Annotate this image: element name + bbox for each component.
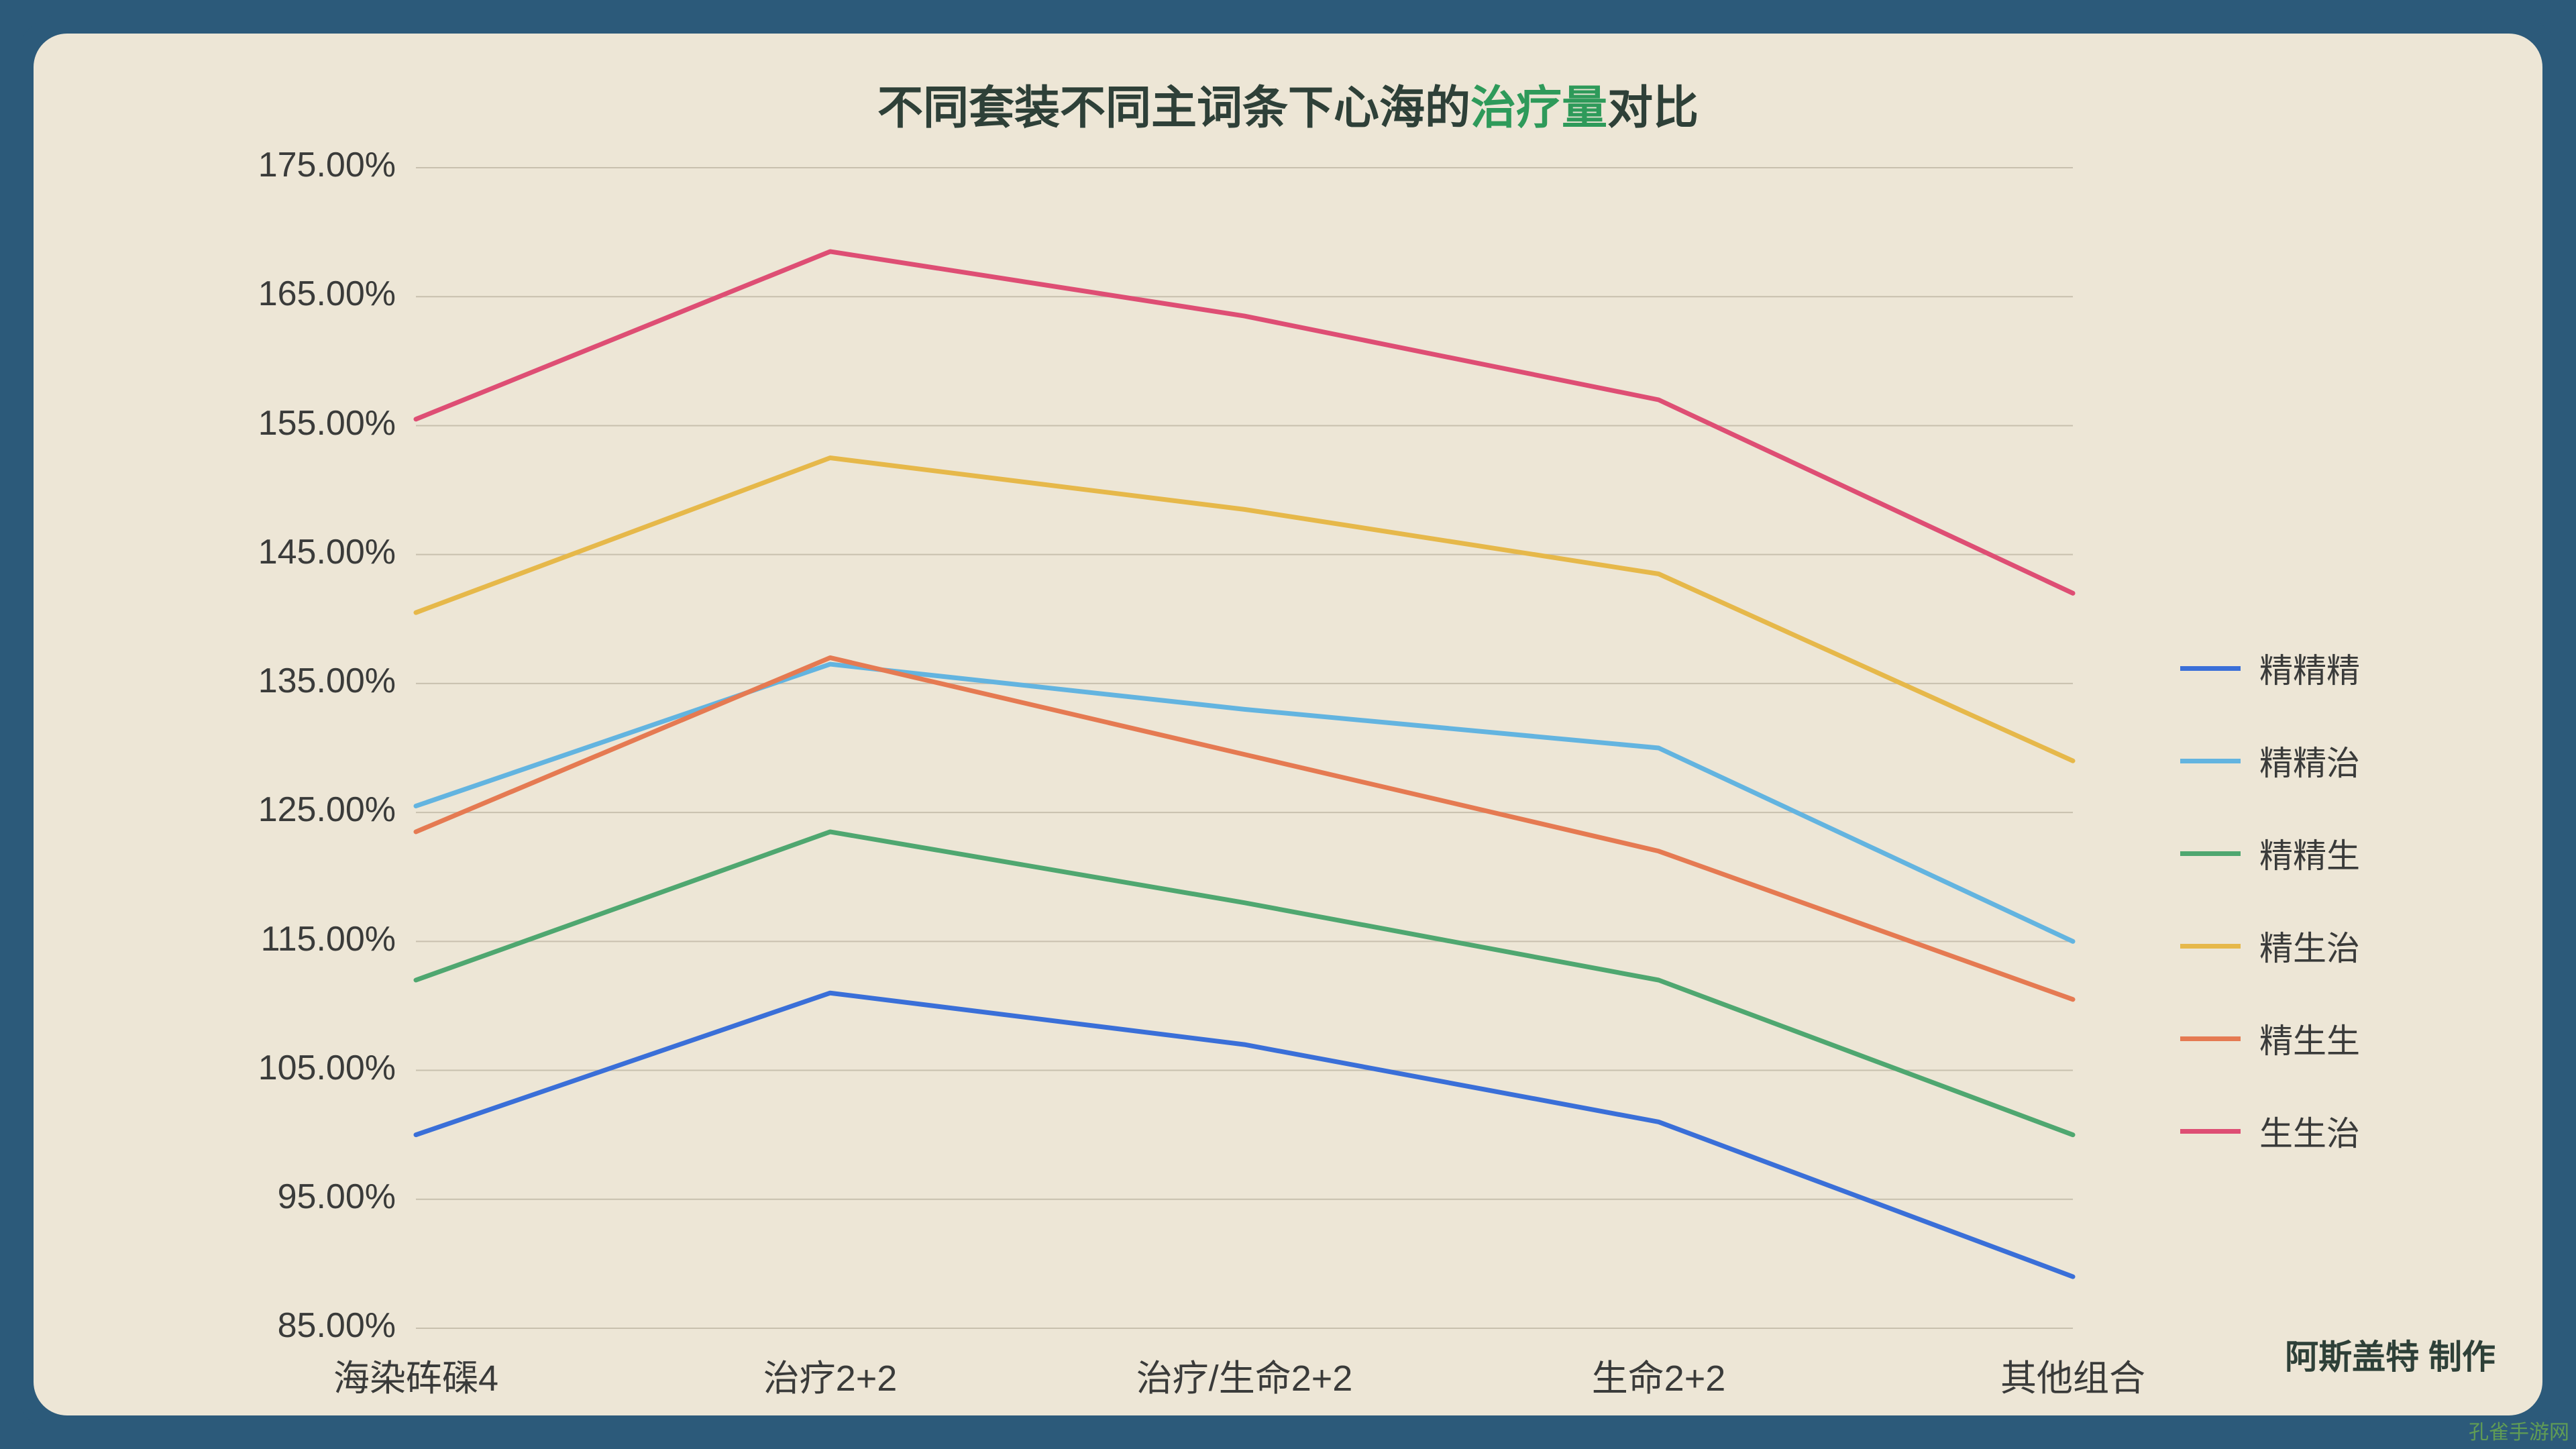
y-tick-label: 125.00% (258, 790, 396, 830)
legend-item: 精精治 (2180, 737, 2360, 785)
legend-swatch (2180, 944, 2241, 949)
x-tick-label: 治疗/生命2+2 (1037, 1348, 1452, 1401)
y-tick-label: 95.00% (278, 1177, 396, 1217)
author-credit: 阿斯盖特 制作 (2285, 1330, 2496, 1379)
legend: 精精精精精治精精生精生治精生生生生治 (2180, 644, 2360, 1155)
legend-label: 精精精 (2259, 644, 2360, 692)
y-tick-label: 165.00% (258, 274, 396, 314)
y-tick-label: 175.00% (258, 145, 396, 185)
legend-swatch (2180, 1129, 2241, 1134)
x-tick-label: 海染砗磲4 (209, 1348, 623, 1401)
legend-label: 精生治 (2259, 922, 2360, 970)
legend-label: 精精治 (2259, 737, 2360, 785)
y-tick-label: 85.00% (278, 1305, 396, 1346)
legend-label: 生生治 (2259, 1107, 2360, 1155)
legend-item: 精生生 (2180, 1014, 2360, 1063)
legend-swatch (2180, 1036, 2241, 1041)
y-tick-label: 105.00% (258, 1048, 396, 1088)
legend-item: 精生治 (2180, 922, 2360, 970)
legend-label: 精精生 (2259, 829, 2360, 877)
legend-label: 精生生 (2259, 1014, 2360, 1063)
x-tick-label: 治疗2+2 (623, 1348, 1038, 1401)
card-panel: 不同套装不同主词条下心海的治疗量对比 85.00%95.00%105.00%11… (13, 13, 2563, 1436)
y-tick-label: 145.00% (258, 532, 396, 572)
y-tick-label: 135.00% (258, 661, 396, 701)
x-tick-label: 其他组合 (1866, 1348, 2280, 1401)
legend-swatch (2180, 759, 2241, 763)
legend-swatch (2180, 666, 2241, 671)
legend-item: 精精生 (2180, 829, 2360, 877)
y-tick-label: 155.00% (258, 403, 396, 443)
legend-item: 精精精 (2180, 644, 2360, 692)
x-tick-label: 生命2+2 (1452, 1348, 1866, 1401)
legend-item: 生生治 (2180, 1107, 2360, 1155)
outer-canvas: 不同套装不同主词条下心海的治疗量对比 85.00%95.00%105.00%11… (0, 0, 2576, 1449)
site-watermark: 孔雀手游网 (2469, 1415, 2569, 1445)
legend-swatch (2180, 851, 2241, 856)
line-chart (34, 34, 2542, 1415)
y-tick-label: 115.00% (261, 919, 396, 959)
